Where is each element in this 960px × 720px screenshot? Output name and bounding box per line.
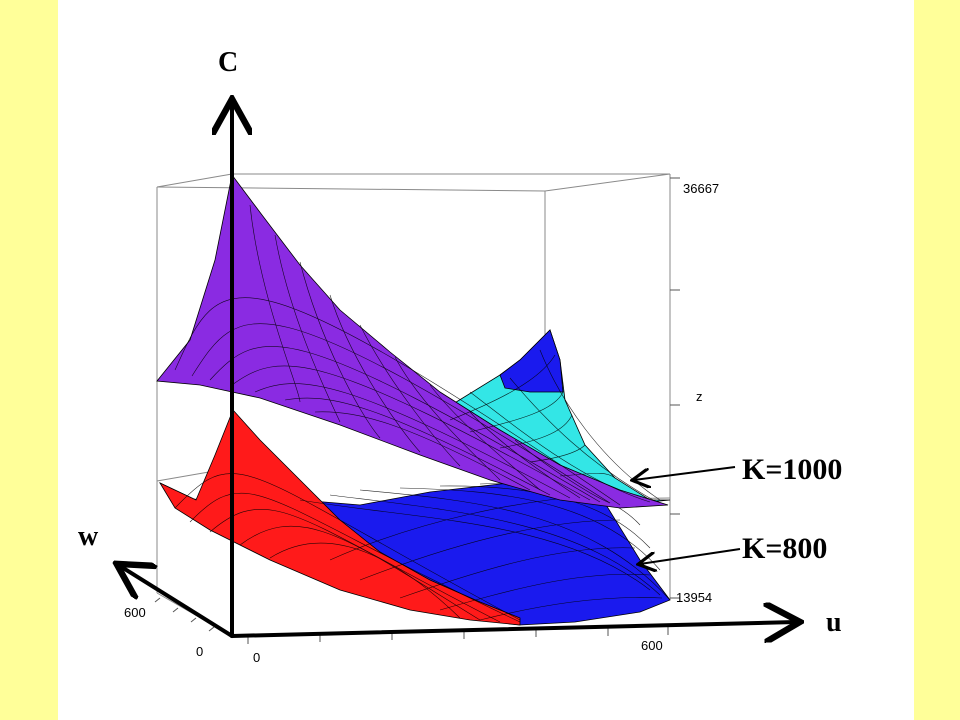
w-ticks (154, 597, 215, 632)
w-axis-label: w (78, 521, 99, 552)
arrow-k800 (640, 548, 741, 564)
u-axis (230, 622, 796, 636)
z-min-tick-label: 13954 (676, 590, 712, 605)
z-ticks (670, 177, 680, 599)
u-max-tick-label: 600 (641, 638, 663, 653)
w-max-tick-label: 600 (124, 605, 146, 620)
callout-arrows (634, 466, 741, 564)
z-axis-name: z (696, 389, 703, 404)
surface-k1000-front (156, 174, 669, 509)
arrow-k1000 (634, 466, 736, 480)
main-axes (120, 103, 796, 636)
w-min-tick-label: 0 (196, 644, 203, 659)
k800-label: K=800 (742, 532, 827, 565)
w-axis (120, 566, 234, 638)
k1000-label: K=1000 (742, 453, 842, 486)
surface-k1000 (156, 174, 671, 509)
u-min-tick-label: 0 (253, 650, 260, 665)
u-axis-label: u (826, 607, 842, 638)
surface-k1000-back-blue (499, 329, 564, 393)
c-axis-label: C (218, 47, 238, 78)
z-max-tick-label: 36667 (683, 181, 719, 196)
